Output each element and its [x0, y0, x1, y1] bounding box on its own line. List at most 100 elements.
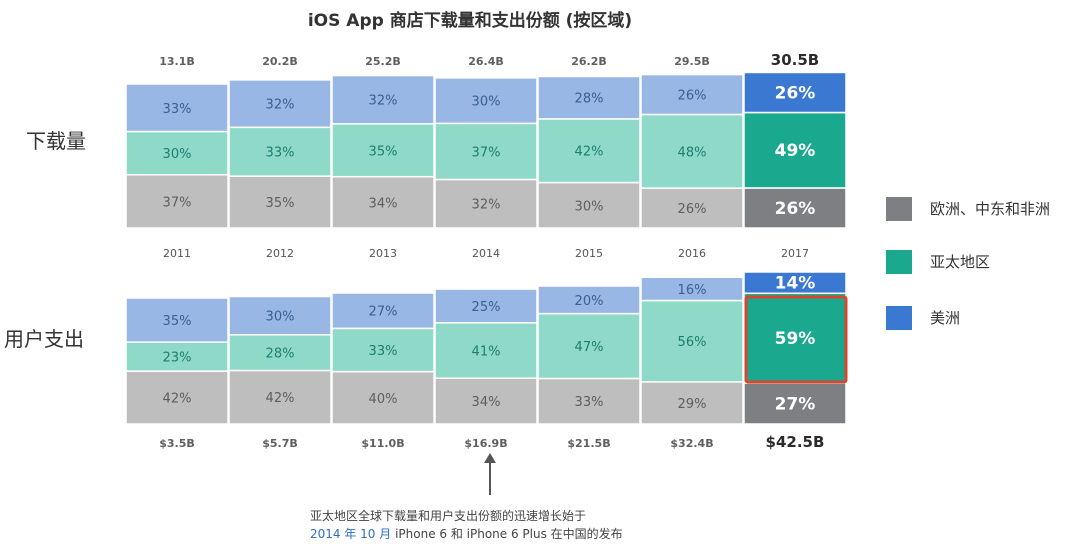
bar-segment-dl-2012-emea	[228, 79, 332, 129]
bar-segment-dl-2016-apac	[640, 113, 744, 189]
data-label-dl-2015-americas: 30%	[575, 199, 604, 214]
data-label-sp-2016-apac: 56%	[678, 335, 707, 350]
data-label-sp-2011-apac: 23%	[163, 351, 192, 366]
data-label-dl-2015-emea: 28%	[575, 92, 604, 107]
bar-segment-dl-2012-americas	[228, 175, 332, 229]
bar-segment-sp-2016-apac	[640, 299, 744, 383]
data-label-sp-2012-americas: 42%	[266, 391, 295, 406]
annotation-line-1: 亚太地区全球下载量和用户支出份额的迅速增长始于	[310, 508, 586, 523]
data-label-sp-2017-emea: 14%	[775, 274, 816, 294]
year-label-2017: 2017	[781, 247, 809, 260]
bar-segment-dl-2014-apac	[434, 122, 538, 181]
downloads-panel: 37% 30% 33% 13.1B 35% 33% 32% 20.2B 34% 35% 32% 25.…	[125, 51, 847, 229]
data-label-sp-2015-apac: 47%	[575, 340, 604, 355]
data-label-dl-2013-americas: 34%	[369, 196, 398, 211]
annotation-date-link[interactable]: 2014 年 10 月	[310, 527, 391, 541]
year-label-2016: 2016	[678, 247, 706, 260]
total-label-sp-2011: $3.5B	[159, 437, 195, 450]
bar-segment-sp-2017-americas	[743, 382, 847, 425]
row-label-downloads: 下载量	[26, 129, 86, 153]
data-label-sp-2014-americas: 34%	[472, 395, 501, 410]
total-label-sp-2017: $42.5B	[766, 433, 825, 451]
chart-title: iOS App 商店下载量和支出份额 (按区域)	[308, 10, 632, 31]
data-label-dl-2012-americas: 35%	[266, 196, 295, 211]
data-label-sp-2013-apac: 33%	[369, 344, 398, 359]
annotation-line-2-rest: iPhone 6 和 iPhone 6 Plus 在中国的发布	[391, 526, 622, 541]
data-label-dl-2016-emea: 26%	[678, 89, 707, 104]
data-label-sp-2016-americas: 29%	[678, 397, 707, 412]
data-label-sp-2012-apac: 28%	[266, 347, 295, 362]
data-label-dl-2011-apac: 30%	[163, 147, 192, 162]
data-label-sp-2015-americas: 33%	[575, 395, 604, 410]
bar-segment-dl-2011-americas	[125, 173, 229, 229]
data-label-dl-2016-americas: 26%	[678, 202, 707, 217]
bar-segment-dl-2011-apac	[125, 130, 229, 176]
total-label-dl-2012: 20.2B	[262, 55, 298, 68]
year-label-2015: 2015	[575, 247, 603, 260]
legend: 欧洲、中东和非洲 亚太地区 美洲	[886, 197, 1050, 330]
data-label-dl-2014-apac: 37%	[472, 145, 501, 160]
total-label-sp-2012: $5.7B	[262, 437, 298, 450]
data-label-sp-2013-americas: 40%	[369, 392, 398, 407]
year-label-2012: 2012	[266, 247, 294, 260]
legend-label-apac: 亚太地区	[930, 253, 990, 271]
year-label-2014: 2014	[472, 247, 500, 260]
bar-segment-sp-2012-americas	[228, 369, 332, 425]
bar-segment-dl-2013-apac	[331, 123, 435, 178]
bar-segment-sp-2014-emea	[434, 288, 538, 324]
bar-segment-sp-2012-apac	[228, 334, 332, 372]
total-label-dl-2013: 25.2B	[365, 55, 401, 68]
bar-segment-dl-2015-emea	[537, 75, 641, 120]
total-label-dl-2015: 26.2B	[571, 55, 607, 68]
bar-segment-dl-2014-americas	[434, 178, 538, 229]
row-label-spend: 用户支出	[4, 327, 84, 351]
data-label-dl-2012-apac: 33%	[266, 146, 295, 161]
arrow-head	[484, 453, 496, 463]
data-label-sp-2015-emea: 20%	[575, 294, 604, 309]
data-label-dl-2017-emea: 26%	[775, 83, 816, 103]
data-label-dl-2017-americas: 26%	[775, 199, 816, 219]
bar-segment-sp-2013-americas	[331, 370, 435, 425]
bar-segment-dl-2017-emea	[743, 71, 847, 114]
data-label-dl-2013-apac: 35%	[369, 144, 398, 159]
total-label-sp-2015: $21.5B	[567, 437, 610, 450]
bar-segment-sp-2015-americas	[537, 377, 641, 425]
annotation-line-2: 2014 年 10 月 iPhone 6 和 iPhone 6 Plus 在中国…	[310, 526, 623, 541]
bar-segment-dl-2011-emea	[125, 83, 229, 133]
total-label-dl-2017: 30.5B	[771, 51, 819, 69]
total-label-dl-2016: 29.5B	[674, 55, 710, 68]
data-label-sp-2013-emea: 27%	[369, 305, 398, 320]
bar-segment-sp-2011-apac	[125, 341, 229, 372]
bar-segment-sp-2012-emea	[228, 295, 332, 336]
data-label-dl-2014-americas: 32%	[472, 198, 501, 213]
bar-segment-sp-2015-apac	[537, 312, 641, 380]
bar-segment-sp-2013-apac	[331, 327, 435, 373]
bar-segment-dl-2013-emea	[331, 74, 435, 125]
year-label-2011: 2011	[163, 247, 191, 260]
data-label-sp-2016-emea: 16%	[678, 283, 707, 298]
data-label-dl-2017-apac: 49%	[775, 141, 816, 161]
total-label-sp-2014: $16.9B	[464, 437, 507, 450]
data-label-sp-2014-apac: 41%	[472, 344, 501, 359]
data-label-sp-2011-emea: 35%	[163, 314, 192, 329]
bar-segment-sp-2011-emea	[125, 297, 229, 343]
data-label-sp-2017-apac: 59%	[775, 329, 816, 349]
legend-swatch-americas	[886, 306, 912, 330]
data-label-dl-2012-emea: 32%	[266, 98, 295, 113]
data-label-dl-2011-americas: 37%	[163, 195, 192, 210]
total-label-dl-2014: 26.4B	[468, 55, 504, 68]
data-label-sp-2017-americas: 27%	[775, 394, 816, 414]
legend-label-emea: 欧洲、中东和非洲	[930, 200, 1050, 218]
year-labels: 2011 2012 2013 2014 2015 2016 2017	[163, 247, 809, 260]
legend-label-americas: 美洲	[930, 309, 960, 327]
spend-panel: 42% 23% 35% $3.5B 42% 28% 30% $5.7B 40% 33% 27% $11…	[125, 271, 847, 451]
data-label-dl-2011-emea: 33%	[163, 102, 192, 117]
data-label-sp-2014-emea: 25%	[472, 300, 501, 315]
highlight-callout-box	[744, 295, 848, 384]
bar-segment-dl-2017-apac	[743, 111, 847, 189]
year-label-2013: 2013	[369, 247, 397, 260]
bar-segment-dl-2013-americas	[331, 175, 435, 229]
bar-segment-dl-2015-americas	[537, 181, 641, 229]
total-label-dl-2011: 13.1B	[159, 55, 195, 68]
